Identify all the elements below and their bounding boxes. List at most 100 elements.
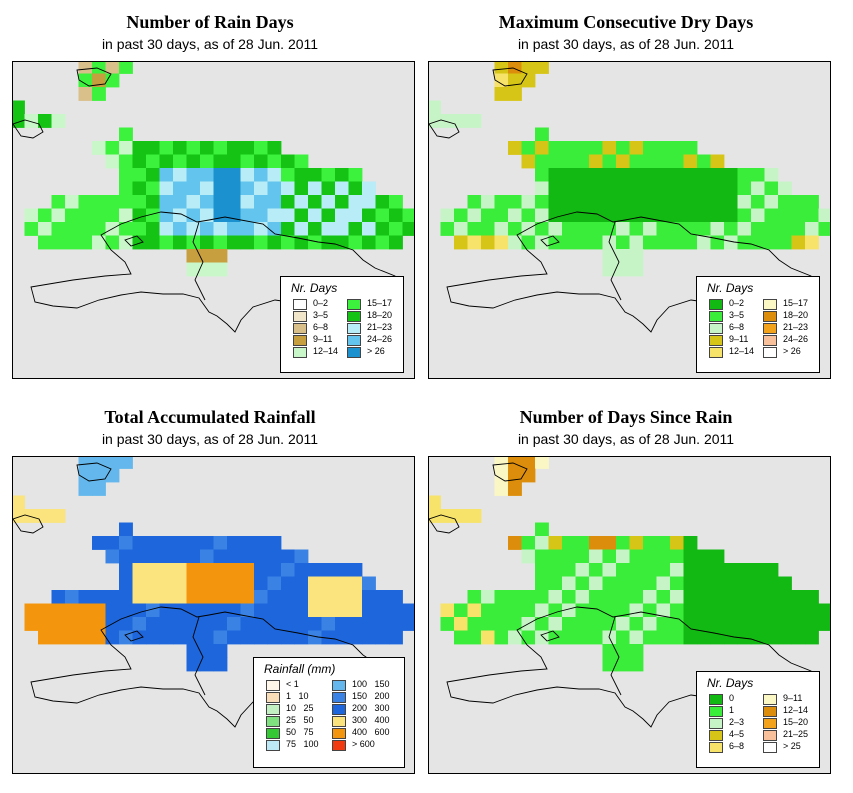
grid-cell: [240, 630, 255, 645]
grid-cell: [602, 195, 617, 209]
grid-cell: [119, 195, 133, 209]
grid-cell: [267, 536, 282, 550]
grid-cell: [281, 195, 295, 209]
dry-days-map: [428, 61, 831, 379]
grid-cell: [159, 235, 174, 250]
grid-cell: [92, 630, 106, 645]
grid-cell: [643, 168, 657, 182]
grid-cell: [440, 509, 455, 523]
grid-cell: [481, 617, 495, 631]
days-since-rain-legend: Nr. Days 0 1 2–3 4–5 6–8 9–11 12–14 15–20 21–25 >…: [696, 671, 820, 768]
grid-cell: [508, 536, 522, 550]
grid-cell: [791, 222, 806, 236]
grid-cell: [146, 235, 160, 250]
grid-cell: [535, 630, 549, 645]
grid-cell: [683, 168, 698, 182]
grid-cell: [65, 235, 79, 250]
grid-cell: [389, 590, 403, 604]
grid-cell: [254, 141, 268, 155]
grid-cell: [670, 208, 684, 223]
grid-cell: [629, 644, 644, 658]
grid-cell: [213, 617, 228, 631]
grid-cell: [548, 603, 563, 618]
grid-cell: [818, 222, 830, 236]
grid-cell: [562, 141, 576, 155]
grid-cell: [65, 603, 79, 618]
grid-cell: [575, 617, 590, 631]
grid-cell: [119, 536, 133, 550]
grid-cell: [132, 536, 147, 550]
grid-cell: [173, 576, 187, 591]
grid-cell: [38, 114, 52, 128]
grid-cell: [616, 168, 630, 182]
legend-label: 75 100: [286, 739, 319, 749]
grid-cell: [173, 154, 187, 169]
grid-cell: [467, 235, 482, 250]
grid-cell: [335, 617, 349, 631]
grid-cell: [51, 114, 66, 128]
legend-swatch: [347, 347, 361, 358]
grid-cell: [321, 563, 336, 577]
grid-cell: [281, 549, 295, 564]
grid-cell: [200, 154, 214, 169]
grid-cell: [521, 590, 536, 604]
grid-cell: [308, 576, 322, 591]
grid-cell: [92, 222, 106, 236]
legend-swatch: [763, 299, 777, 310]
grid-cell: [308, 208, 322, 223]
grid-cell: [764, 235, 779, 250]
legend-label: 0–2: [729, 298, 745, 308]
grid-cell: [281, 235, 295, 250]
grid-cell: [105, 235, 120, 250]
grid-cell: [737, 208, 752, 223]
rain-days-legend: Nr. Days 0–2 3–5 6–8 9–11 12–14 15–17 18–20 21–…: [280, 276, 404, 373]
grid-cell: [200, 590, 214, 604]
grid-cell: [467, 509, 482, 523]
grid-cell: [737, 576, 752, 591]
grid-cell: [602, 644, 617, 658]
grid-cell: [791, 603, 806, 618]
grid-cell: [575, 154, 590, 169]
grid-cell: [575, 168, 590, 182]
legend-title: Nr. Days: [707, 281, 754, 295]
grid-cell: [724, 603, 738, 618]
grid-cell: [589, 536, 603, 550]
legend-label: 100 150: [352, 679, 390, 689]
grid-cell: [710, 208, 725, 223]
grid-cell: [24, 603, 39, 618]
grid-cell: [132, 603, 147, 618]
legend-label: 2–3: [729, 717, 745, 727]
legend-swatch: [266, 716, 280, 727]
grid-cell: [348, 630, 363, 645]
grid-cell: [186, 262, 201, 277]
grid-cell: [254, 195, 268, 209]
grid-cell: [535, 168, 549, 182]
grid-cell: [629, 181, 644, 196]
grid-cell: [616, 208, 630, 223]
grid-cell: [159, 549, 174, 564]
grid-cell: [186, 617, 201, 631]
coastline: [540, 235, 560, 247]
grid-cell: [589, 235, 603, 250]
coastline: [13, 119, 44, 139]
grid-cell: [335, 195, 349, 209]
grid-cell: [521, 141, 536, 155]
grid-cell: [656, 208, 671, 223]
grid-cell: [119, 127, 133, 142]
grid-cell: [227, 208, 241, 223]
grid-cell: [308, 603, 322, 618]
grid-cell: [267, 603, 282, 618]
grid-cell: [254, 617, 268, 631]
grid-cell: [132, 630, 147, 645]
grid-cell: [105, 208, 120, 223]
grid-cell: [521, 208, 536, 223]
grid-cell: [200, 617, 214, 631]
grid-cell: [119, 168, 133, 182]
grid-cell: [629, 590, 644, 604]
grid-cell: [629, 617, 644, 631]
grid-cell: [481, 235, 495, 250]
grid-cell: [575, 549, 590, 564]
grid-cell: [697, 208, 711, 223]
grid-cell: [281, 563, 295, 577]
grid-cell: [92, 590, 106, 604]
